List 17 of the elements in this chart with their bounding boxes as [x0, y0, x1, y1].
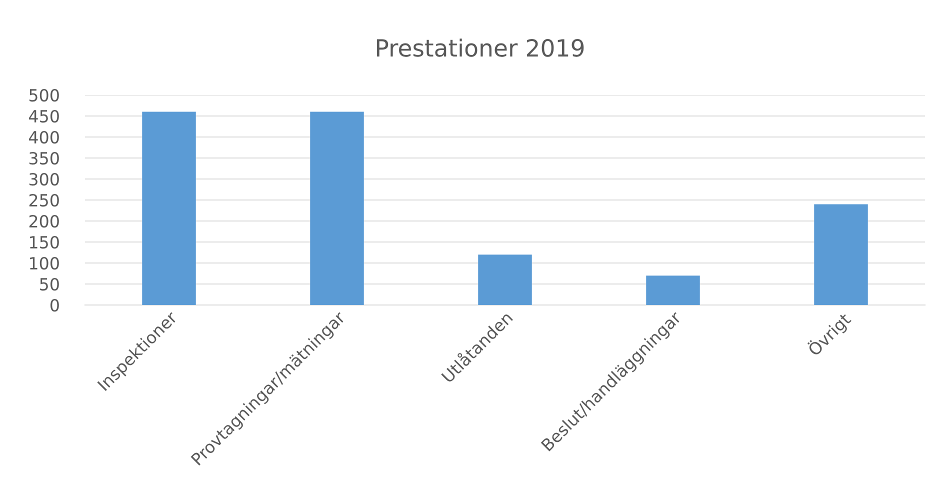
- y-tick-label: 500: [29, 88, 59, 102]
- y-tick-label: 0: [50, 298, 59, 312]
- bar: [310, 112, 364, 305]
- y-tick-label: 250: [29, 194, 59, 207]
- bar: [478, 254, 532, 305]
- y-tick-label: 50: [40, 278, 59, 291]
- y-tick-label: 200: [29, 214, 59, 228]
- y-tick-label: 400: [29, 130, 59, 144]
- bar: [646, 276, 700, 305]
- chart-title: Prestationer 2019: [377, 38, 584, 57]
- bar: [814, 204, 868, 305]
- y-tick-label: 350: [29, 152, 59, 165]
- y-tick-label: 300: [29, 172, 59, 186]
- bar: [142, 112, 196, 305]
- y-tick-label: 450: [29, 110, 59, 123]
- y-tick-label: 150: [30, 236, 59, 249]
- y-tick-label: 100: [30, 256, 59, 270]
